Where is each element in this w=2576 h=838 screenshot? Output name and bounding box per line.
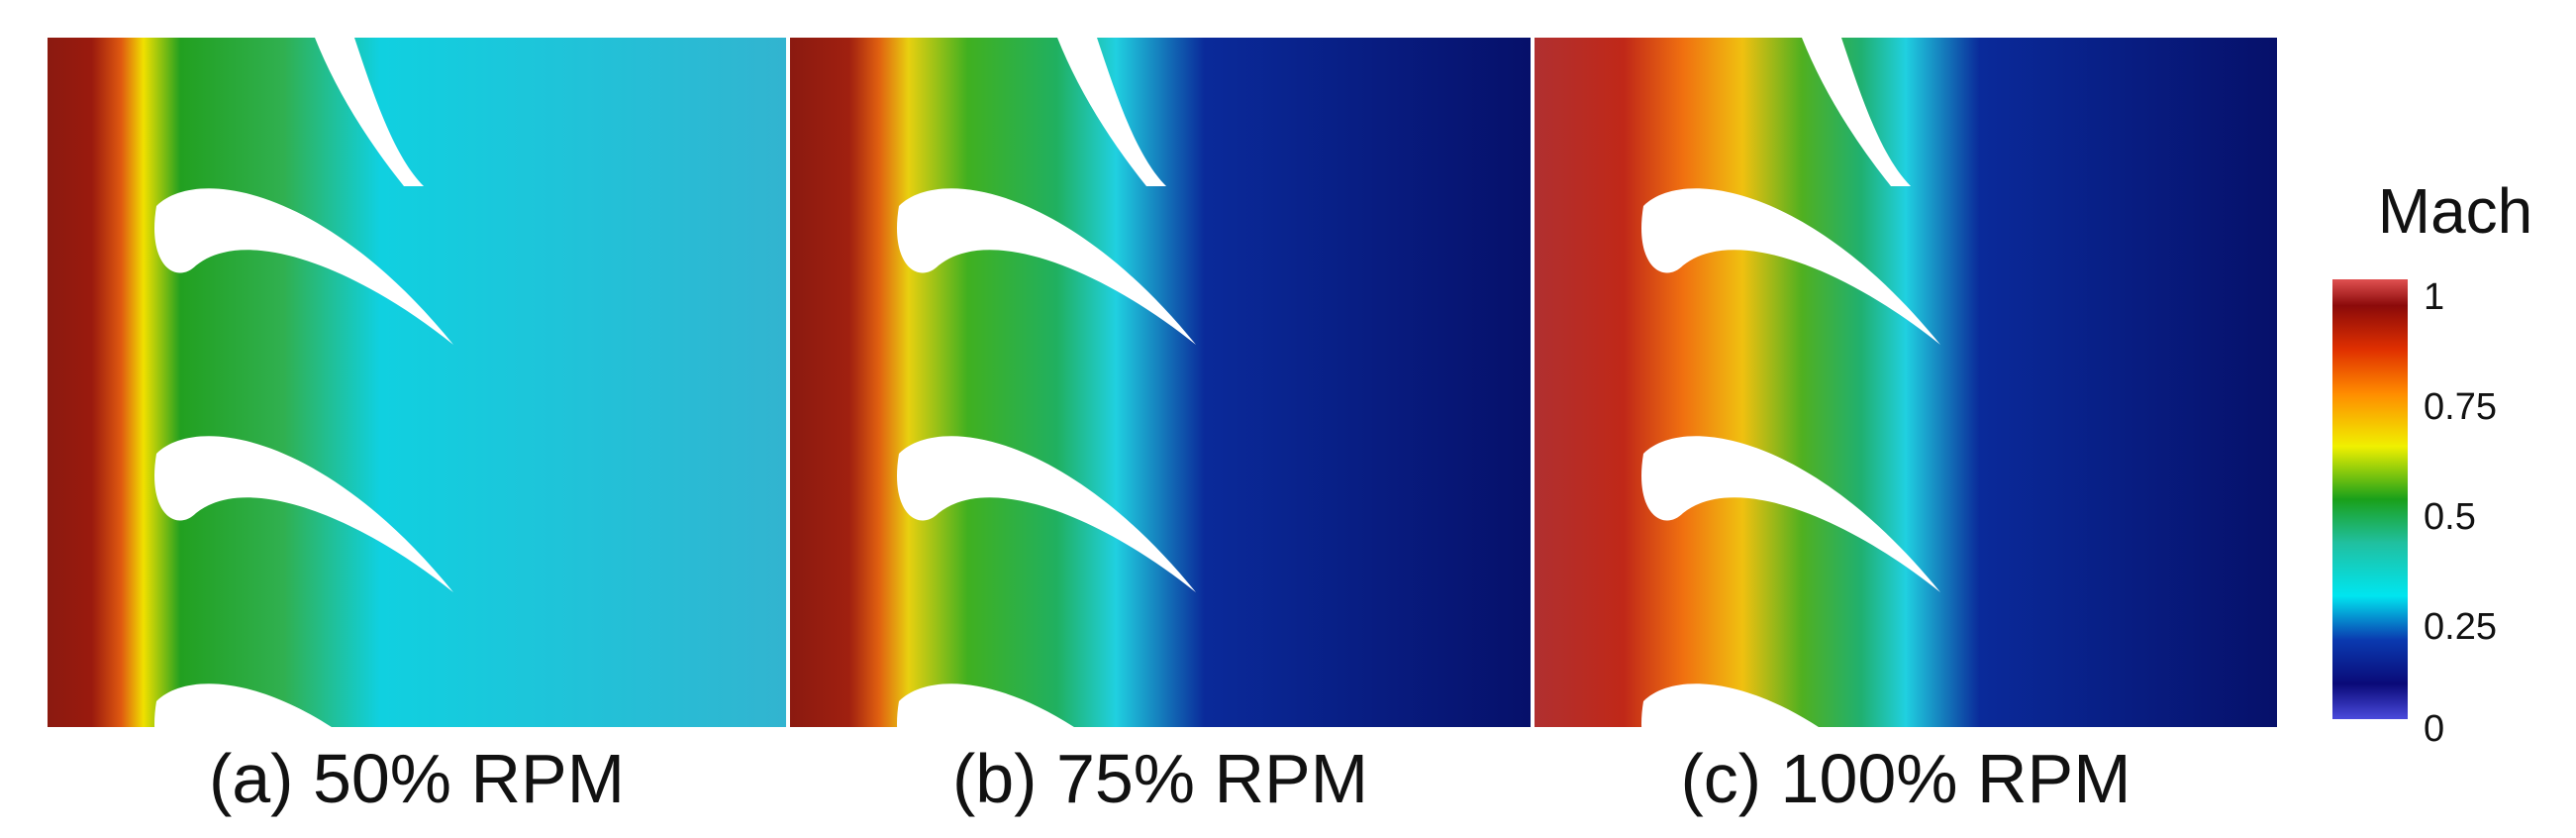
colorbar-tick-0-25: 0.25 (2424, 606, 2497, 648)
mach-contour-75-rpm (790, 38, 1531, 727)
caption-75-rpm: (b) 75% RPM (951, 740, 1369, 817)
colorbar-tick-0-75: 0.75 (2424, 386, 2497, 428)
panel-75-rpm (790, 38, 1531, 727)
mach-contour-50-rpm (48, 38, 786, 727)
caption-100-rpm: (c) 100% RPM (1680, 740, 2131, 817)
colorbar-gradient (2332, 279, 2408, 719)
caption-50-rpm: (a) 50% RPM (208, 740, 626, 817)
colorbar-tick-1: 1 (2424, 276, 2445, 318)
colorbar-tick-0: 0 (2424, 708, 2445, 750)
colorbar-title: Mach (2377, 175, 2533, 247)
colorbar-tick-0-5: 0.5 (2424, 496, 2476, 538)
mach-contour-100-rpm (1535, 38, 2277, 727)
panel-50-rpm (48, 38, 786, 727)
panel-100-rpm (1535, 38, 2277, 727)
